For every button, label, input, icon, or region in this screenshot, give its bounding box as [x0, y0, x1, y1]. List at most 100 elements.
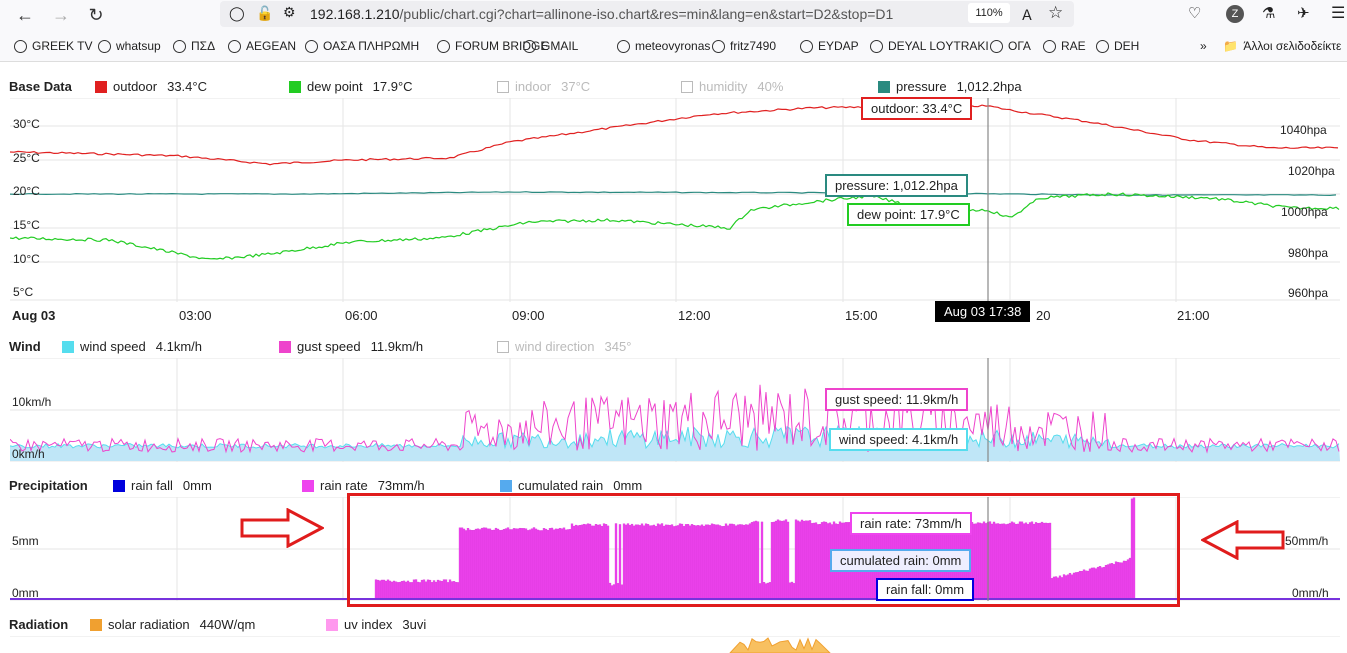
legend-item[interactable]: rain rate 73mm/h: [302, 478, 425, 493]
bookmark-item[interactable]: DEYAL LOYTRAKI: [870, 39, 989, 53]
bookmark-label: EYDAP: [818, 39, 859, 53]
bookmark-item[interactable]: DEH: [1096, 39, 1139, 53]
legend-item[interactable]: wind speed 4.1km/h: [62, 339, 202, 354]
bookmark-label: RAE: [1061, 39, 1086, 53]
bookmark-favicon-icon: [712, 39, 725, 53]
insecure-lock-icon[interactable]: 🔓: [256, 5, 274, 21]
legend-label: indoor: [515, 79, 552, 94]
chevron-double-icon: »: [1200, 39, 1207, 53]
gust-speed-tooltip: gust speed: 11.9km/h: [825, 388, 969, 411]
legend-item[interactable]: outdoor 33.4°C: [95, 79, 207, 94]
bookmark-label: DEH: [1114, 39, 1140, 53]
bookmark-favicon-icon: [14, 39, 27, 53]
legend-item[interactable]: gust speed 11.9km/h: [279, 339, 423, 354]
wind-speed-series-line: [10, 425, 1340, 450]
translate-icon[interactable]: Ａ: [1020, 7, 1034, 23]
legend-label: rain rate: [320, 478, 368, 493]
legend-value: 1,012.2hpa: [956, 79, 1022, 94]
legend-label: pressure: [896, 79, 947, 94]
legend-item[interactable]: dew point 17.9°C: [289, 79, 413, 94]
legend-label: uv index: [344, 617, 393, 632]
bookmark-label: fritz7490: [730, 39, 777, 53]
reload-icon[interactable]: ↻: [88, 4, 104, 25]
extensions-icon[interactable]: ⚗: [1262, 5, 1276, 22]
url-text[interactable]: 192.168.1.210/public/chart.cgi?chart=all…: [310, 6, 894, 22]
bookmark-item[interactable]: ΟΓΑ: [990, 39, 1031, 53]
time-tooltip: Aug 03 17:38: [935, 301, 1031, 322]
base-data-plot[interactable]: [10, 98, 1340, 302]
wind-title: Wind: [9, 339, 41, 354]
right-arrow-icon: [240, 508, 324, 548]
rain-rate-tooltip: rain rate: 73mm/h: [850, 512, 972, 535]
wind-speed-tooltip: wind speed: 4.1km/h: [829, 428, 969, 451]
legend-label: solar radiation: [108, 617, 190, 632]
bookmark-item[interactable]: AEGEAN: [228, 39, 296, 53]
x-axis-label: Aug 03: [12, 308, 56, 323]
legend-label: dew point: [307, 79, 363, 94]
permissions-icon[interactable]: ⚙: [283, 4, 296, 20]
x-axis-label: 03:00: [179, 308, 212, 323]
y-axis-label: 30°C: [13, 117, 40, 131]
legend-value: 345°: [604, 339, 632, 354]
legend-swatch: [279, 340, 291, 353]
precip-y-label: 0mm: [12, 586, 39, 600]
other-bookmarks-folder[interactable]: » 📁 Άλλοι σελιδοδείκτε: [1200, 39, 1341, 53]
radiation-title: Radiation: [9, 617, 69, 632]
legend-item[interactable]: wind direction 345°: [497, 339, 631, 354]
outdoor-series-line: [10, 104, 1339, 166]
precipitation-title: Precipitation: [9, 478, 88, 493]
legend-value: 11.9km/h: [370, 339, 424, 354]
bookmark-item[interactable]: ΠΣΔ: [173, 39, 215, 53]
bookmark-star-icon[interactable]: ☆: [1048, 3, 1064, 22]
legend-item[interactable]: cumulated rain 0mm: [500, 478, 642, 493]
legend-value: 37°C: [561, 79, 591, 94]
bookmark-item[interactable]: RAE: [1043, 39, 1086, 53]
bookmark-favicon-icon: [98, 39, 111, 53]
back-icon[interactable]: ←: [16, 4, 34, 25]
y-axis-label: 25°C: [13, 151, 40, 165]
legend-value: 440W/qm: [199, 617, 256, 632]
bookmark-favicon-icon: [1043, 39, 1056, 53]
legend-item[interactable]: humidity 40%: [681, 79, 783, 94]
bookmark-item[interactable]: meteovyronas: [617, 39, 710, 53]
wind-plot[interactable]: [10, 358, 1340, 462]
legend-item[interactable]: rain fall 0mm: [113, 478, 212, 493]
legend-item[interactable]: uv index 3uvi: [326, 617, 426, 632]
legend-swatch: [497, 340, 509, 353]
bookmark-item[interactable]: GMAIL: [523, 39, 578, 53]
forward-icon[interactable]: →: [52, 4, 70, 25]
bookmark-favicon-icon: [617, 39, 630, 53]
bookmark-item[interactable]: GREEK TV: [14, 39, 92, 53]
pocket-icon[interactable]: ♡: [1188, 5, 1202, 22]
profile-avatar[interactable]: Z: [1226, 5, 1244, 23]
left-arrow-icon: [1201, 520, 1285, 560]
legend-item[interactable]: pressure 1,012.2hpa: [878, 79, 1022, 94]
legend-label: wind direction: [515, 339, 595, 354]
zoom-badge[interactable]: 110%: [968, 3, 1010, 23]
chart-page: Base Data outdoor 33.4°C dew point 17.9°C in…: [0, 62, 1347, 653]
outdoor-tooltip: outdoor: 33.4°C: [861, 97, 973, 120]
x-axis-label: 21:00: [1177, 308, 1210, 323]
x-axis-label: 06:00: [345, 308, 378, 323]
legend-label: gust speed: [297, 339, 361, 354]
menu-icon[interactable]: ☰: [1331, 5, 1346, 22]
bookmark-item[interactable]: whatsup: [98, 39, 161, 53]
y-axis-right-label: 980hpa: [1288, 246, 1329, 260]
bookmark-label: whatsup: [116, 39, 161, 53]
address-bar[interactable]: ◯ 🔓 ⚙ 192.168.1.210/public/chart.cgi?cha…: [220, 1, 1074, 27]
radiation-plot[interactable]: [10, 636, 1340, 653]
legend-item[interactable]: solar radiation 440W/qm: [90, 617, 255, 632]
legend-swatch: [878, 80, 890, 93]
shield-icon[interactable]: ◯: [229, 5, 245, 21]
legend-value: 40%: [757, 79, 784, 94]
precip-y-right-label: 50mm/h: [1285, 534, 1329, 548]
bookmark-item[interactable]: EYDAP: [800, 39, 859, 53]
bookmark-label: ΟΑΣΑ ΠΛΗΡΩΜΗ: [323, 39, 420, 53]
legend-item[interactable]: indoor 37°C: [497, 79, 590, 94]
extension-custom-icon[interactable]: ✈: [1297, 5, 1310, 22]
bookmark-item[interactable]: ΟΑΣΑ ΠΛΗΡΩΜΗ: [305, 39, 419, 53]
legend-value: 4.1km/h: [155, 339, 203, 354]
solar-radiation-area: [729, 637, 831, 653]
precip-y-right-label: 0mm/h: [1292, 586, 1329, 600]
bookmark-item[interactable]: fritz7490: [712, 39, 776, 53]
